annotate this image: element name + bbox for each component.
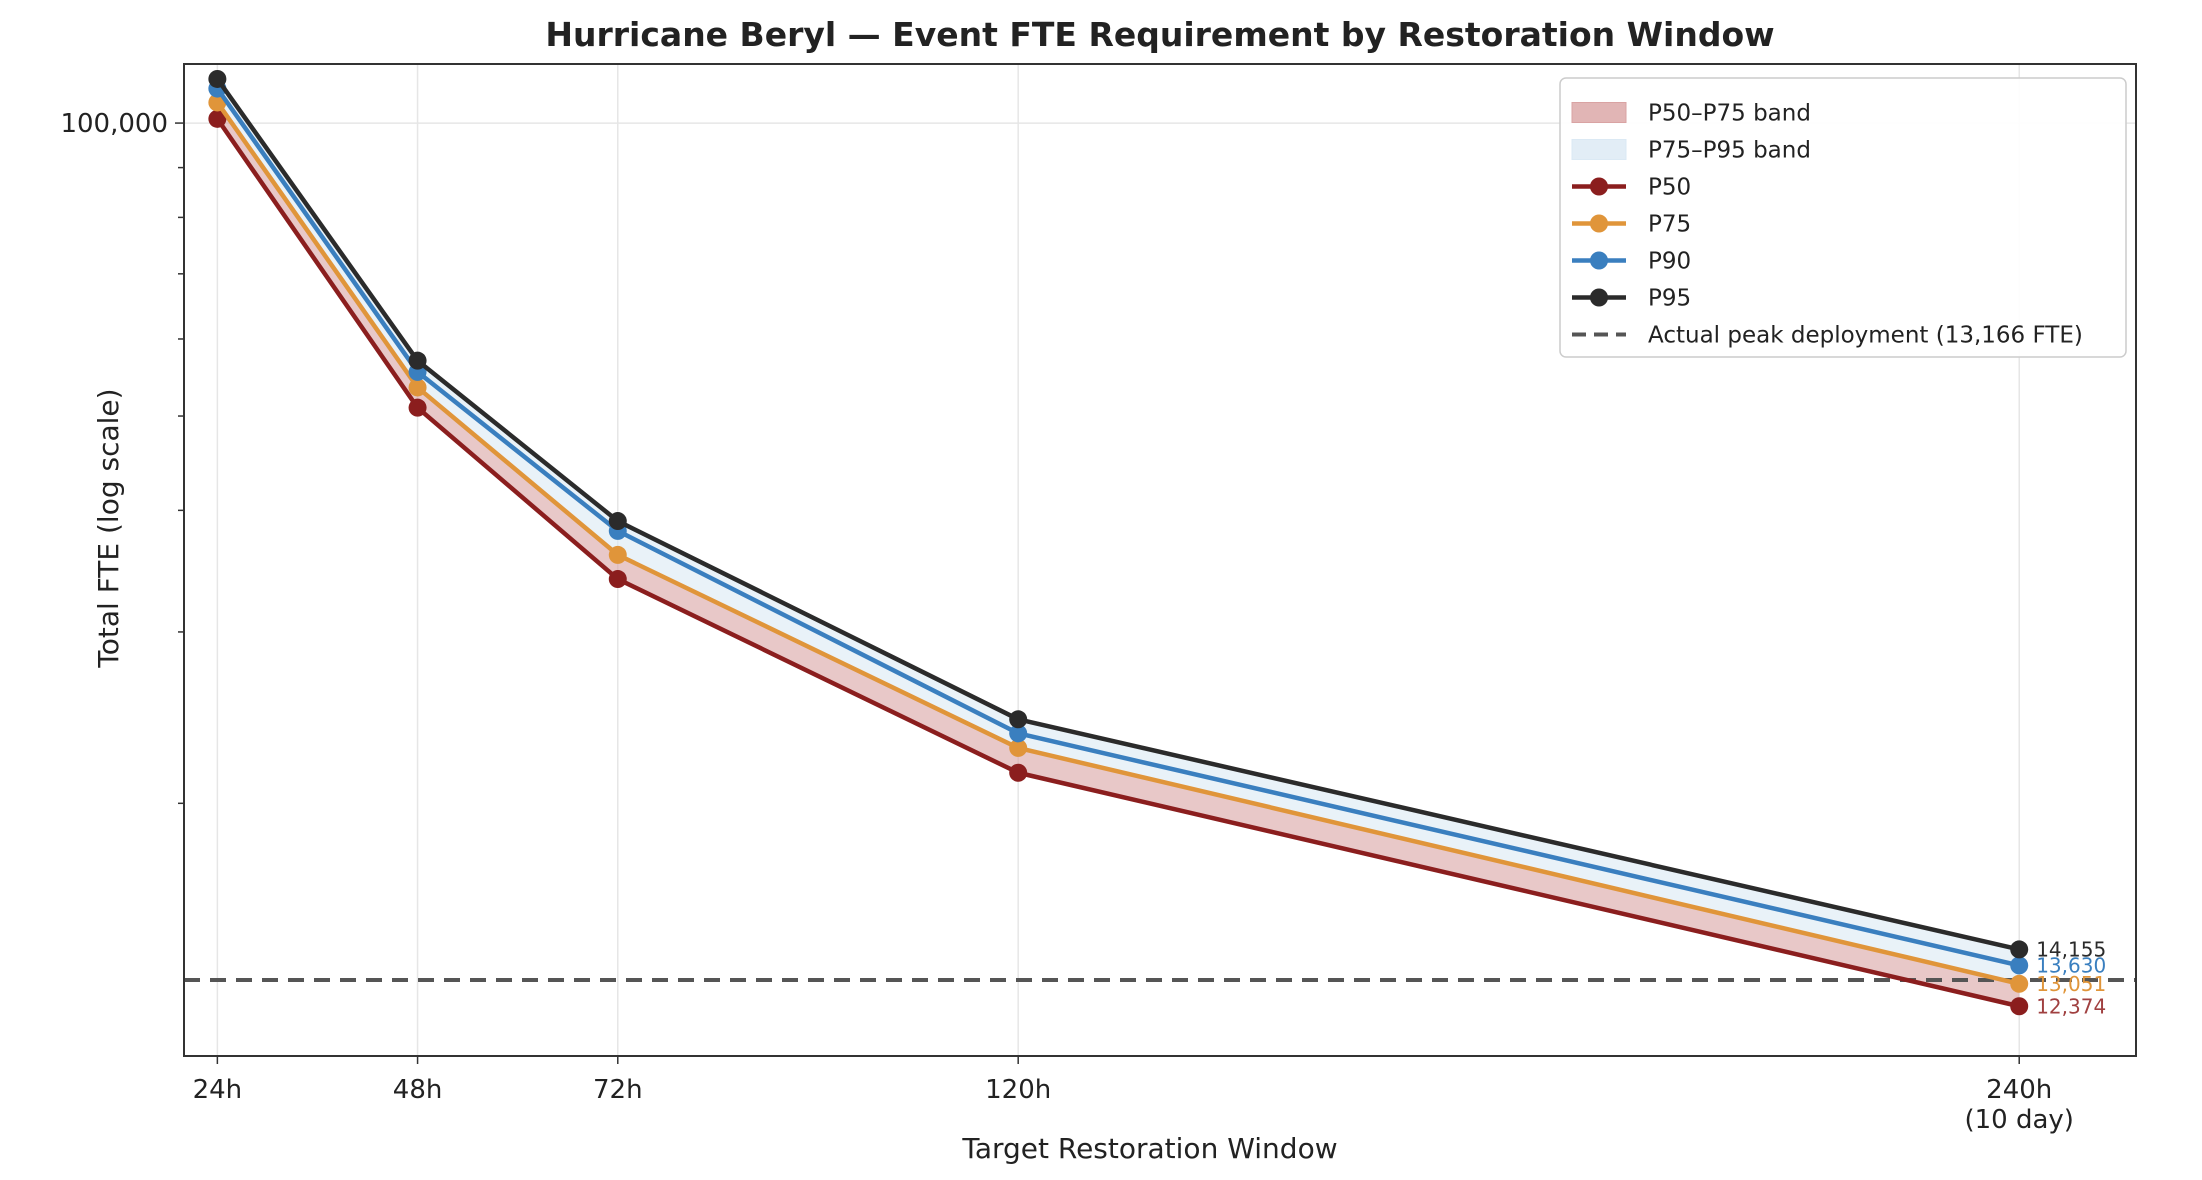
legend-marker [1590, 288, 1608, 307]
legend-marker [1590, 177, 1608, 196]
y-axis-label: Total FTE (log scale) [92, 388, 125, 668]
data-point-p95 [1009, 710, 1028, 729]
x-tick-label: 120h [985, 1075, 1051, 1105]
data-point-p50 [608, 570, 627, 589]
legend-label: P90 [1648, 249, 1691, 275]
legend: P50–P75 band P75–P95 band P50 P75 P90 P95 Actu… [1559, 77, 2127, 358]
end-label-p95: 14,155 [2036, 937, 2106, 961]
data-point-p75 [608, 545, 627, 564]
data-point-p95 [608, 512, 627, 531]
legend-label: P50 [1648, 175, 1691, 201]
data-point-p95 [2010, 940, 2029, 959]
legend-label: Actual peak deployment (13,166 FTE) [1648, 323, 2083, 349]
legend-label: P75 [1648, 212, 1691, 238]
x-tick-label: 48h [393, 1075, 443, 1105]
x-tick-label: 24h [193, 1075, 243, 1105]
legend-box [1559, 77, 2127, 358]
legend-label: P75–P95 band [1648, 138, 1811, 164]
data-point-p75 [408, 378, 427, 397]
data-point-p50 [208, 109, 227, 128]
x-axis-label: Target Restoration Window [961, 1132, 1337, 1165]
data-point-p50 [408, 398, 427, 417]
series-layer [208, 69, 2029, 1016]
data-point-p50 [1009, 763, 1028, 782]
data-point-p95 [208, 69, 227, 88]
y-tick-label: 100,000 [60, 109, 168, 139]
data-point-p75 [1009, 738, 1028, 757]
legend-label: P50–P75 band [1648, 101, 1811, 127]
legend-label: P95 [1648, 286, 1691, 312]
x-tick-label: 240h (10 day) [1964, 1075, 2073, 1135]
plot-frame [183, 63, 2137, 1057]
end-label-p75: 13,051 [2036, 972, 2106, 996]
data-point-p90 [1009, 724, 1028, 743]
data-point-p95 [408, 351, 427, 370]
legend-swatch [1571, 139, 1627, 160]
legend-marker [1590, 251, 1608, 270]
end-label-p50: 12,374 [2036, 994, 2106, 1018]
legend-swatch [1571, 102, 1627, 123]
data-point-p75 [2010, 974, 2029, 993]
data-point-p50 [2010, 997, 2029, 1016]
chart-title: Hurricane Beryl — Event FTE Requirement … [545, 15, 1774, 54]
data-point-p90 [2010, 956, 2029, 975]
x-tick-label: 72h [593, 1075, 643, 1105]
legend-marker [1590, 214, 1608, 233]
end-label-p90: 13,630 [2036, 953, 2106, 977]
axes: 24h 48h 72h 120h 240h (10 day) 100,000 [60, 63, 2137, 1135]
